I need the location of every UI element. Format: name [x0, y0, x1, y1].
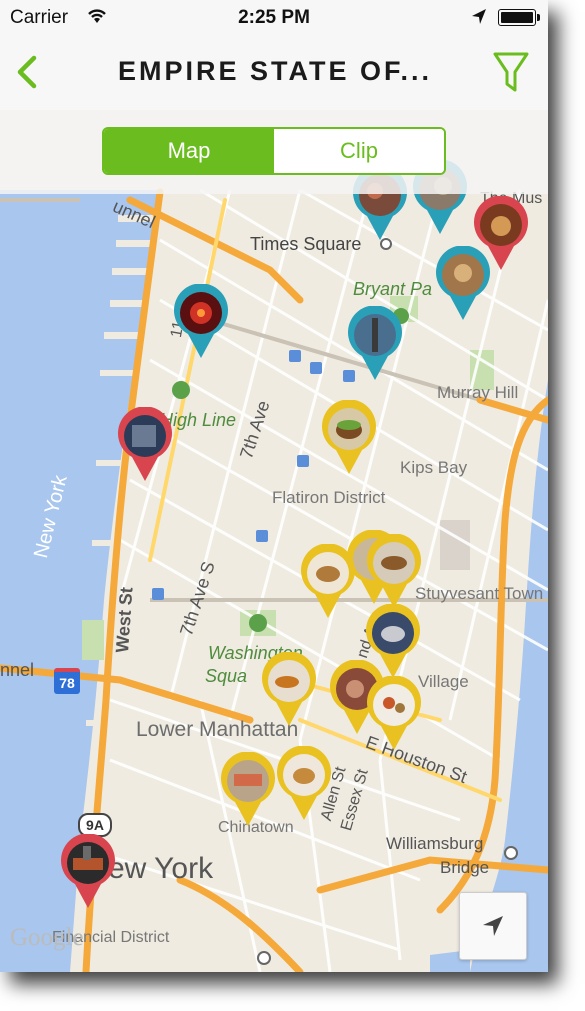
- map-label-murray-hill: Murray Hill: [437, 383, 519, 402]
- map-pin-yellow[interactable]: [365, 676, 423, 752]
- map-label-financial: Financial District: [52, 929, 170, 946]
- map-pin-yellow[interactable]: [328, 660, 386, 736]
- current-location-button[interactable]: [459, 892, 527, 960]
- back-chevron-icon[interactable]: [12, 52, 42, 92]
- map-label-new-york-city: ew York: [108, 852, 214, 885]
- map-label-bryant-park: Bryant Pa: [353, 279, 433, 299]
- map-pin-yellow[interactable]: [275, 746, 333, 822]
- map-label-square: Squa: [205, 666, 248, 686]
- google-logo: Google: [10, 924, 84, 951]
- map-pin-yellow[interactable]: [260, 652, 318, 728]
- map-pin-teal[interactable]: [346, 306, 404, 382]
- map-pin-red[interactable]: [472, 196, 530, 272]
- filter-icon[interactable]: [492, 50, 530, 94]
- map-label-kips-bay: Kips Bay: [400, 458, 468, 477]
- map-label-flatiron: Flatiron District: [272, 488, 386, 507]
- map-label-stuyvesant: Stuyvesant Town: [415, 584, 544, 603]
- map-pin-red[interactable]: [116, 407, 174, 483]
- map-clip-segmented-control: Map Clip: [102, 127, 446, 175]
- map-pin-yellow[interactable]: [365, 534, 423, 610]
- status-bar: Carrier 2:25 PM: [0, 0, 548, 36]
- battery-icon: [498, 9, 540, 26]
- segment-clip[interactable]: Clip: [274, 129, 444, 173]
- map-pin-yellow[interactable]: [364, 604, 422, 680]
- map-label-high-line: High Line: [160, 410, 237, 430]
- wifi-icon: [88, 9, 106, 23]
- map-label-tunnel-left: nnel: [0, 660, 35, 680]
- route-9a-shield: 9A: [78, 813, 112, 837]
- status-time: 2:25 PM: [238, 7, 310, 28]
- map-label-chinatown: Chinatown: [218, 819, 294, 836]
- location-services-icon: [472, 9, 486, 24]
- segment-map[interactable]: Map: [104, 129, 274, 173]
- segmented-control-bar: Map Clip: [0, 110, 548, 194]
- page-title: EMPIRE STATE OF...: [117, 56, 433, 86]
- map-pin-yellow[interactable]: [219, 752, 277, 828]
- route-78-shield: 78: [54, 668, 80, 694]
- map-label-times-square: Times Square: [250, 234, 362, 254]
- carrier-label: Carrier: [10, 7, 69, 28]
- map-pin-teal[interactable]: [434, 246, 492, 322]
- map-label-bridge: Bridge: [440, 858, 490, 877]
- map-pin-teal[interactable]: [172, 284, 230, 360]
- map-pin-red[interactable]: [59, 834, 117, 910]
- map-label-lower-manhattan: Lower Manhattan: [136, 718, 299, 741]
- map-label-williamsburg: Williamsburg: [386, 834, 484, 853]
- map-pin-yellow[interactable]: [299, 544, 357, 620]
- map-label-village: Village: [418, 672, 469, 691]
- location-arrow-icon: [483, 916, 503, 936]
- navigation-bar: EMPIRE STATE OF...: [0, 36, 548, 110]
- device-screen: Times Square Bryant Pa Murray Hill High …: [0, 0, 548, 972]
- map-pin-yellow[interactable]: [320, 400, 378, 476]
